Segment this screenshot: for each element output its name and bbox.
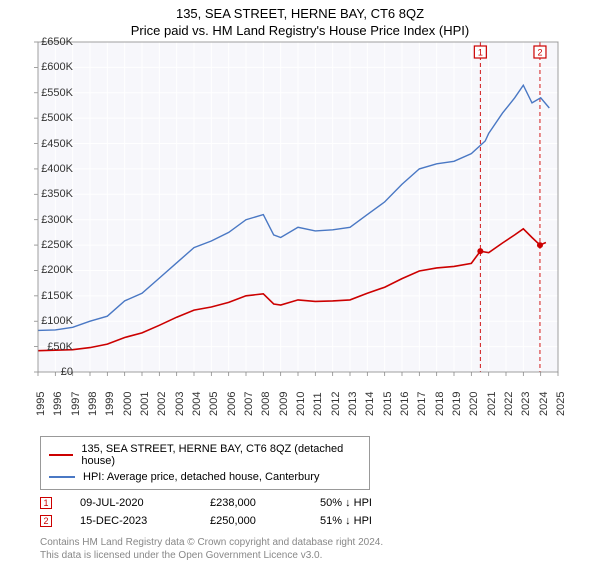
x-axis-label: 2007 (243, 392, 255, 416)
x-axis-label: 2014 (364, 392, 376, 416)
sales-table: 1 09-JUL-2020 £238,000 50% ↓ HPI 2 15-DE… (40, 494, 590, 530)
x-axis-label: 2016 (399, 392, 411, 416)
x-axis-label: 2018 (434, 392, 446, 416)
x-axis-label: 2012 (330, 392, 342, 416)
legend-swatch-price-paid (49, 454, 73, 456)
x-axis-label: 2020 (468, 392, 480, 416)
y-axis-label: £0 (33, 366, 73, 378)
y-axis-label: £250K (33, 239, 73, 251)
x-axis-label: 1998 (87, 392, 99, 416)
chart-title: 135, SEA STREET, HERNE BAY, CT6 8QZ (0, 0, 600, 21)
legend-label: HPI: Average price, detached house, Cant… (83, 471, 319, 483)
legend-box: 135, SEA STREET, HERNE BAY, CT6 8QZ (det… (40, 436, 370, 490)
x-axis-label: 2015 (382, 392, 394, 416)
legend-swatch-hpi (49, 476, 75, 478)
x-axis-label: 2022 (503, 392, 515, 416)
x-axis-label: 2010 (295, 392, 307, 416)
x-axis-label: 2003 (174, 392, 186, 416)
x-axis-label: 2011 (312, 392, 324, 416)
x-axis-label: 2002 (156, 392, 168, 416)
chart-subtitle: Price paid vs. HM Land Registry's House … (0, 21, 600, 42)
y-axis-label: £350K (33, 188, 73, 200)
y-axis-label: £500K (33, 112, 73, 124)
y-axis-label: £150K (33, 290, 73, 302)
chart-svg: 12 (38, 42, 558, 372)
x-axis-label: 2019 (451, 392, 463, 416)
chart-container: 135, SEA STREET, HERNE BAY, CT6 8QZ Pric… (0, 0, 600, 560)
x-axis-label: 2023 (520, 392, 532, 416)
sale-price: £238,000 (210, 497, 320, 509)
x-axis-label: 2024 (538, 392, 550, 416)
sale-row: 2 15-DEC-2023 £250,000 51% ↓ HPI (40, 512, 590, 530)
x-axis-label: 2009 (278, 392, 290, 416)
chart-area: 12 £0£50K£100K£150K£200K£250K£300K£350K£… (38, 42, 598, 392)
footer-line: This data is licensed under the Open Gov… (40, 549, 590, 562)
y-axis-label: £100K (33, 315, 73, 327)
x-axis-label: 2000 (122, 392, 134, 416)
y-axis-label: £200K (33, 264, 73, 276)
y-axis-label: £450K (33, 138, 73, 150)
footer-attribution: Contains HM Land Registry data © Crown c… (40, 536, 590, 562)
y-axis-label: £550K (33, 87, 73, 99)
x-axis-label: 2001 (139, 392, 151, 416)
legend-item-hpi: HPI: Average price, detached house, Cant… (49, 469, 361, 485)
legend-item-price-paid: 135, SEA STREET, HERNE BAY, CT6 8QZ (det… (49, 441, 361, 469)
x-axis-label: 2004 (191, 392, 203, 416)
sale-row: 1 09-JUL-2020 £238,000 50% ↓ HPI (40, 494, 590, 512)
y-axis-label: £50K (33, 341, 73, 353)
svg-text:2: 2 (537, 48, 542, 58)
sale-date: 09-JUL-2020 (80, 497, 210, 509)
x-axis-label: 2008 (260, 392, 272, 416)
sale-marker-icon: 2 (40, 515, 52, 527)
y-axis-label: £600K (33, 61, 73, 73)
sale-marker-icon: 1 (40, 497, 52, 509)
x-axis-label: 2025 (555, 392, 567, 416)
sale-diff: 51% ↓ HPI (320, 515, 590, 527)
y-axis-label: £300K (33, 214, 73, 226)
legend-label: 135, SEA STREET, HERNE BAY, CT6 8QZ (det… (81, 443, 361, 467)
x-axis-label: 2005 (208, 392, 220, 416)
x-axis-label: 2017 (416, 392, 428, 416)
footer-line: Contains HM Land Registry data © Crown c… (40, 536, 590, 549)
x-axis-label: 1999 (104, 392, 116, 416)
sale-price: £250,000 (210, 515, 320, 527)
x-axis-label: 1996 (52, 392, 64, 416)
x-axis-label: 2021 (486, 392, 498, 416)
sale-date: 15-DEC-2023 (80, 515, 210, 527)
y-axis-label: £400K (33, 163, 73, 175)
x-axis-label: 1995 (35, 392, 47, 416)
x-axis-label: 2006 (226, 392, 238, 416)
x-axis-label: 2013 (347, 392, 359, 416)
y-axis-label: £650K (33, 36, 73, 48)
sale-diff: 50% ↓ HPI (320, 497, 590, 509)
svg-text:1: 1 (478, 48, 483, 58)
x-axis-label: 1997 (70, 392, 82, 416)
